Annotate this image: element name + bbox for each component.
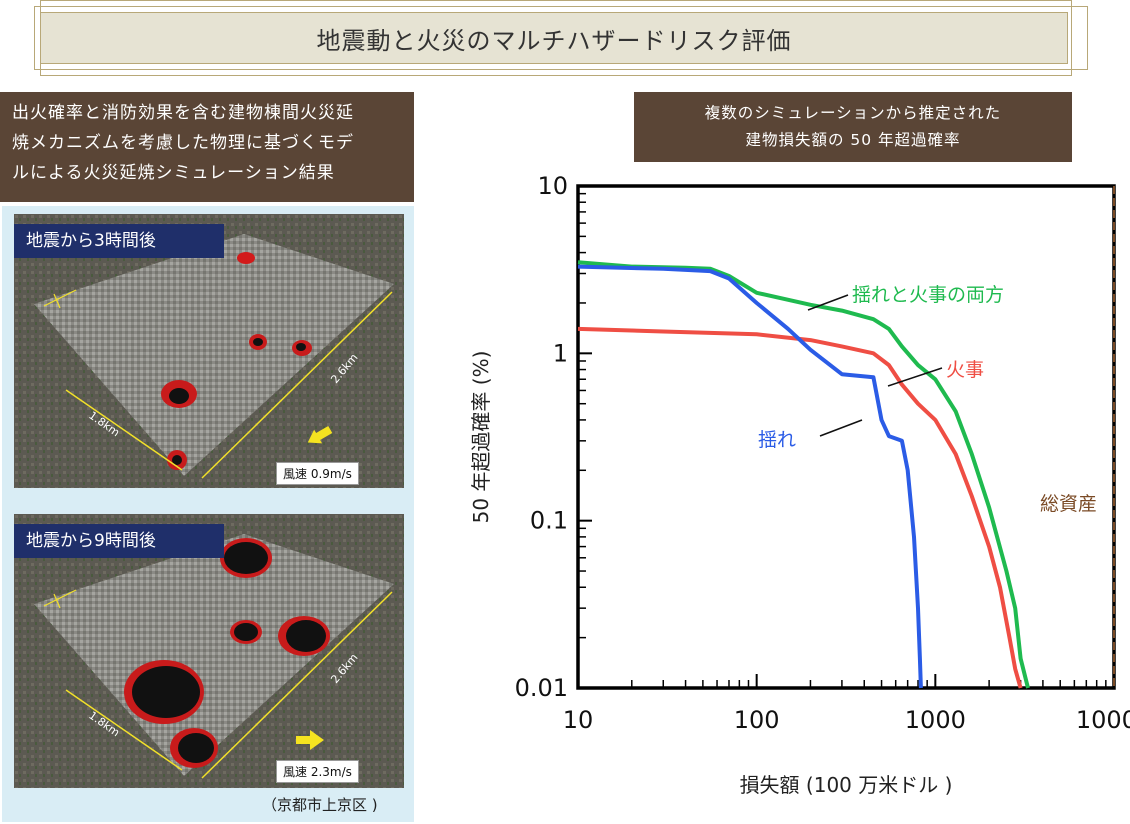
y-tick-label: 1 <box>553 339 568 367</box>
series-label-both: 揺れと火事の両方 <box>852 284 1004 306</box>
right-caption-line: 複数のシミュレーションから推定された <box>704 104 1002 122</box>
x-axis-label: 損失額 (100 万米ドル ) <box>740 773 953 797</box>
y-tick-label: 10 <box>537 172 568 200</box>
x-tick-label: 1000 <box>905 706 966 734</box>
series-label-fire: 火事 <box>946 359 984 381</box>
page-title: 地震動と火災のマルチハザードリスク評価 <box>40 12 1068 64</box>
compass-icon <box>43 589 77 609</box>
fire-spots <box>124 538 330 768</box>
y-axis-label: 50 年超過確率 (%) <box>469 351 493 524</box>
x-tick-label: 100 <box>734 706 780 734</box>
simulation-map-9h: 2.6km 1.8km 地震から9時間後 風速 2.3m/s <box>14 514 404 788</box>
simulation-map-3h: 2.6km 1.8km 地震から3時間後 風速 0.9m/s <box>14 214 404 488</box>
wind-speed-label: 風速 0.9m/s <box>276 462 359 485</box>
series-layer <box>577 260 1030 689</box>
compass-icon <box>43 289 77 309</box>
left-caption-line: 焼メカニズムを考慮した物理に基づくモデ <box>12 133 354 153</box>
leader-line <box>819 419 863 437</box>
scale-lines <box>65 591 393 779</box>
location-note: （京都市上京区 ) <box>262 796 378 814</box>
right-caption: 複数のシミュレーションから推定された 建物損失額の 50 年超過確率 <box>634 92 1072 162</box>
wind-speed-label: 風速 2.3m/s <box>276 760 359 783</box>
x-tick-label: 10 <box>563 706 594 734</box>
series-label-shaking: 揺れ <box>758 429 796 451</box>
series-line <box>577 260 1030 689</box>
fire-spots <box>161 252 312 470</box>
map-panel: 2.6km 1.8km 地震から3時間後 風速 0.9m/s <box>2 206 414 822</box>
map-time-label: 地震から3時間後 <box>14 224 224 258</box>
study-area <box>34 234 394 476</box>
minor-ticks <box>577 185 1115 689</box>
plot-frame <box>576 184 1116 690</box>
series-line <box>577 326 1023 689</box>
scale-lines <box>65 291 393 479</box>
study-area <box>34 534 394 776</box>
left-caption: 出火確率と消防効果を含む建物棟間火災延 焼メカニズムを考慮した物理に基づくモデ … <box>0 92 414 202</box>
map-time-label: 地震から9時間後 <box>14 524 224 558</box>
y-tick-label: 0.01 <box>515 674 568 702</box>
leader-line <box>807 294 849 311</box>
leader-line <box>887 367 943 387</box>
title-frame <box>34 6 1088 70</box>
right-caption-line: 建物損失額の 50 年超過確率 <box>745 131 961 149</box>
x-tick-label: 10000 <box>1076 706 1130 734</box>
total-assets-label: 総資産 <box>1040 493 1097 515</box>
left-caption-line: ルによる火災延焼シミュレーション結果 <box>12 163 335 183</box>
tick-labels: 10 100 1000 10000 10 1 0.1 0.01 <box>515 172 1130 734</box>
left-caption-line: 出火確率と消防効果を含む建物棟間火災延 <box>12 103 354 123</box>
series-line <box>577 264 923 689</box>
aerial-view: 2.6km 1.8km <box>14 514 404 788</box>
aerial-view: 2.6km 1.8km <box>14 214 404 488</box>
wind-arrow-icon <box>307 426 333 444</box>
wind-arrow-icon <box>296 730 324 750</box>
y-tick-label: 0.1 <box>530 507 568 535</box>
